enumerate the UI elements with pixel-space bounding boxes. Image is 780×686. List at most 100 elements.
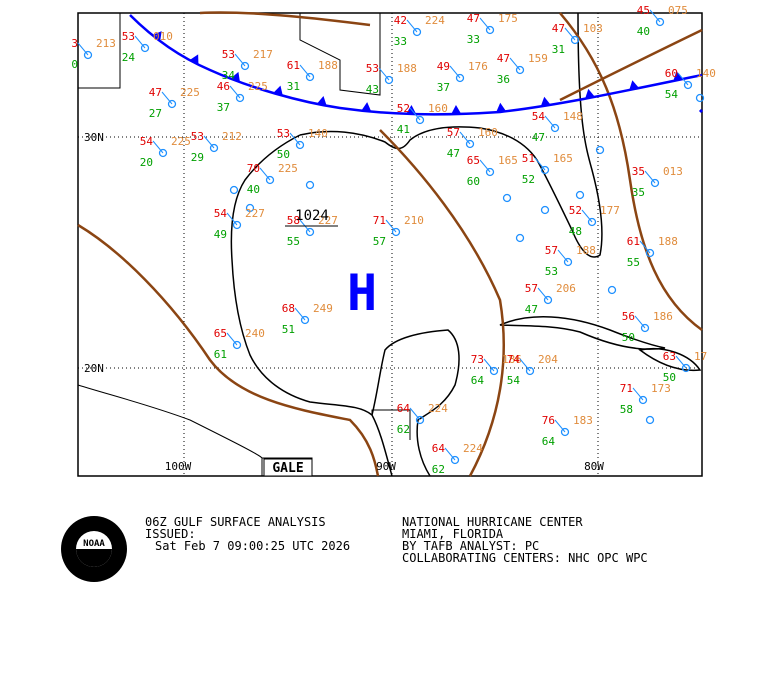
front-pip (361, 102, 372, 112)
temperature: 60 (665, 67, 678, 80)
front-pip (273, 85, 283, 96)
front-pip (152, 31, 162, 42)
wind-barb (406, 19, 418, 33)
wind-barb (385, 219, 397, 233)
pressure: 213 (96, 37, 116, 50)
pressure: 224 (428, 402, 448, 415)
wind-barb (677, 72, 689, 86)
temperature: 3 (71, 37, 78, 50)
dewpoint: 54 (665, 88, 679, 101)
footer-analyst: BY TAFB ANALYST: PC (402, 539, 539, 553)
front-pip (451, 105, 462, 115)
temperature: 53 (277, 127, 290, 140)
wind-barb (544, 115, 556, 129)
gale-label: GALE (272, 461, 303, 476)
pressure: 206 (556, 282, 576, 295)
front-pip (585, 88, 595, 99)
front-pip (316, 95, 327, 106)
wind-barb (444, 447, 456, 461)
wind-barb (632, 387, 644, 401)
station-marker (232, 220, 242, 230)
dewpoint: 57 (373, 235, 386, 248)
borders (77, 12, 411, 476)
dewpoint: 55 (287, 235, 300, 248)
dewpoint: 50 (622, 331, 635, 344)
dewpoint: 51 (282, 323, 295, 336)
dewpoint: 49 (214, 228, 227, 241)
temperature: 42 (394, 14, 407, 27)
dewpoint: 31 (287, 80, 300, 93)
station-marker (295, 140, 305, 150)
pressure: 188 (318, 59, 338, 72)
temperature: 47 (497, 52, 510, 65)
pressure: 148 (563, 110, 583, 123)
temperature: 47 (149, 86, 162, 99)
dewpoint: 50 (663, 371, 676, 384)
dewpoint: 52 (522, 173, 535, 186)
dewpoint: 54 (507, 374, 521, 387)
station-marker (645, 248, 655, 258)
station-marker (229, 185, 239, 195)
station-marker (415, 415, 425, 425)
station-marker (515, 65, 525, 75)
wind-barb (409, 407, 421, 421)
temperature: 51 (522, 152, 535, 165)
footer-issued: ISSUED: (145, 527, 196, 541)
wind-barb (649, 9, 661, 23)
dewpoint: 62 (432, 463, 445, 476)
dewpoint: 34 (222, 69, 236, 82)
front-pip (230, 71, 240, 83)
pressure: 212 (222, 130, 242, 143)
station-marker (595, 145, 605, 155)
pressure: 186 (653, 310, 673, 323)
station-marker (300, 315, 310, 325)
dewpoint: 55 (627, 256, 640, 269)
temperature: 61 (627, 235, 640, 248)
station-marker (465, 139, 475, 149)
station-marker (489, 366, 499, 376)
temperature: 57 (545, 244, 558, 257)
dewpoint: 40 (247, 183, 260, 196)
station-marker (209, 143, 219, 153)
wind-barb (483, 358, 495, 372)
pressure: 165 (553, 152, 573, 165)
station-marker (543, 295, 553, 305)
noaa-logo: NOAA (61, 516, 127, 582)
pressure: 173 (651, 382, 671, 395)
lon-label: 90W (376, 460, 396, 473)
dewpoint: 58 (620, 403, 633, 416)
wind-barb (537, 287, 549, 301)
temperature: 58 (287, 214, 300, 227)
troughs (77, 11, 703, 477)
pressure: 103 (583, 22, 603, 35)
wind-barb (459, 131, 471, 145)
dewpoint: 62 (397, 423, 410, 436)
pressure: 225 (171, 135, 191, 148)
pressure: 177 (600, 204, 620, 217)
temperature: 57 (447, 126, 460, 139)
front-pip (189, 54, 199, 65)
temperature: 49 (437, 60, 450, 73)
temperature: 53 (122, 30, 135, 43)
footer-collab: COLLABORATING CENTERS: NHC OPC WPC (402, 551, 648, 565)
station-marker (645, 415, 655, 425)
pressure: 140 (696, 67, 716, 80)
temperature: 74 (507, 353, 521, 366)
wind-barb (259, 167, 271, 181)
temperature: 68 (282, 302, 295, 315)
station-marker (525, 366, 535, 376)
dewpoint: 35 (632, 186, 645, 199)
wind-barb (226, 212, 238, 226)
wind-barb (409, 107, 421, 121)
graticule (78, 13, 702, 476)
wind-barb (378, 67, 390, 81)
pressure: 225 (278, 162, 298, 175)
temperature: 65 (214, 327, 227, 340)
pressure: 225 (248, 80, 268, 93)
front-pip (673, 71, 684, 81)
station-marker (587, 217, 597, 227)
station-marker (158, 148, 168, 158)
station-marker (683, 80, 693, 90)
